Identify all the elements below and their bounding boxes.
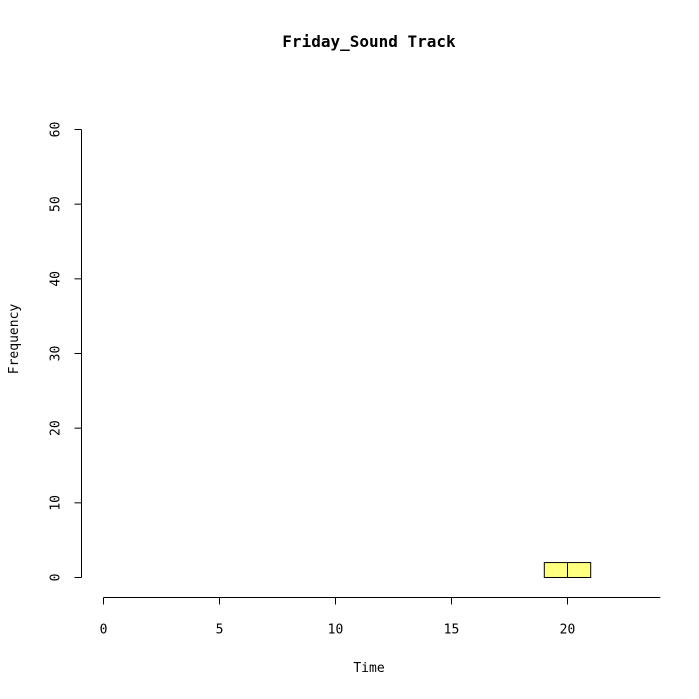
bars-group [543, 562, 592, 578]
x-tick-label: 15 [444, 623, 460, 638]
y-tick-label: 0 [49, 574, 64, 582]
y-tick-label: 40 [49, 271, 64, 287]
y-axis-label: Frequency [7, 304, 22, 375]
y-axis: 0 10 20 30 40 50 60 [49, 122, 82, 582]
y-tick-label: 50 [49, 196, 64, 212]
x-tick-label: 20 [560, 623, 576, 638]
x-tick-label: 10 [328, 623, 344, 638]
histogram-bar [567, 562, 592, 578]
x-tick-label: 5 [216, 623, 224, 638]
x-tick-label: 0 [100, 623, 108, 638]
chart-title: Friday_Sound Track [282, 32, 456, 51]
x-axis-label: Time [353, 661, 384, 676]
y-tick-label: 30 [49, 346, 64, 362]
y-tick-label: 20 [49, 420, 64, 436]
x-axis: 0 5 10 15 20 [100, 597, 661, 638]
histogram-bar [543, 562, 568, 578]
y-tick-label: 60 [49, 122, 64, 138]
y-tick-label: 10 [49, 495, 64, 511]
